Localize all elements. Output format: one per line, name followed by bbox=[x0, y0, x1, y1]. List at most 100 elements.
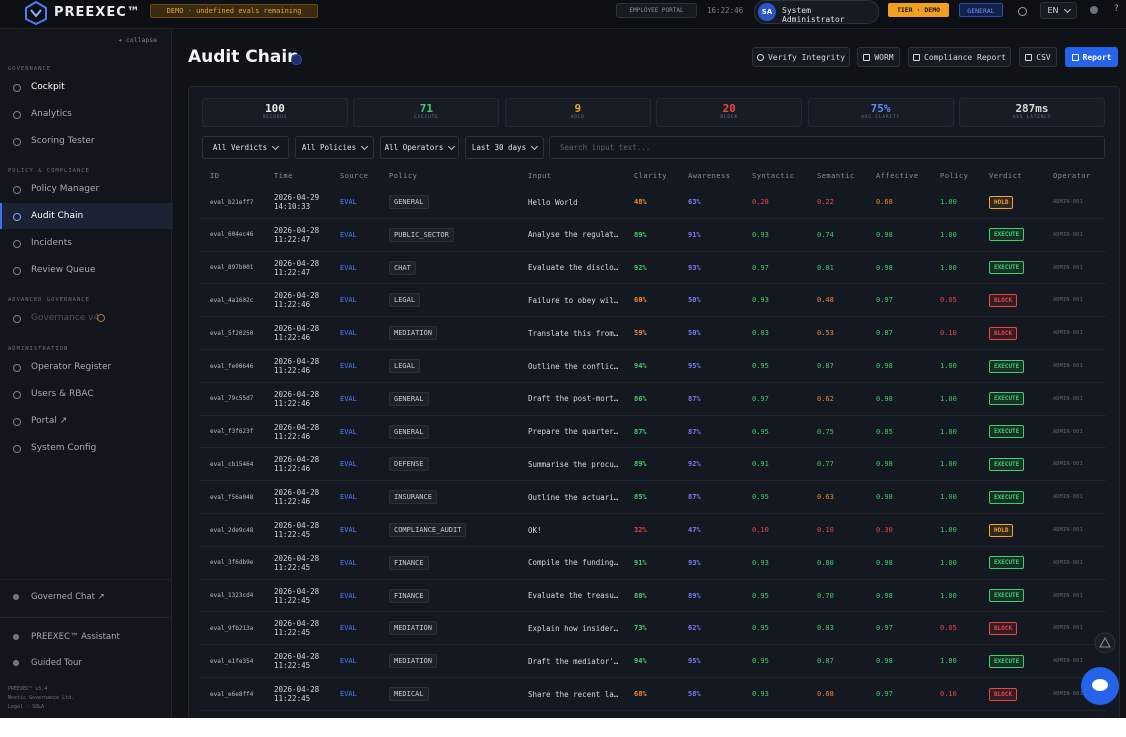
search-input[interactable]: Search input text... bbox=[549, 136, 1105, 159]
nav-item[interactable]: Incidents bbox=[31, 238, 72, 248]
nav-item[interactable]: Governance v4 bbox=[31, 313, 100, 323]
filter-select[interactable]: All Verdicts bbox=[202, 136, 289, 159]
nav-item[interactable]: Review Queue bbox=[31, 265, 96, 275]
status-icon bbox=[1090, 6, 1098, 14]
cell-text: 0.62 bbox=[817, 394, 834, 403]
employee-portal-button[interactable]: EMPLOYEE PORTAL bbox=[616, 3, 697, 18]
user-pill[interactable]: SA System Administrator bbox=[754, 0, 879, 24]
nav-icon bbox=[13, 315, 21, 323]
table-cell: 2026-04-28 11:22:46 bbox=[274, 416, 322, 448]
cell-text: 0.97 bbox=[876, 296, 893, 305]
table-cell: 0.87 bbox=[876, 317, 893, 349]
table-cell: 0.97 bbox=[752, 252, 769, 284]
nav-icon bbox=[13, 111, 21, 119]
table-cell: EXECUTE bbox=[989, 481, 1025, 513]
stat-value: 9 bbox=[574, 102, 582, 115]
table-cell: 0.91 bbox=[752, 448, 769, 480]
cell-text: ADMIN-001 bbox=[1053, 559, 1083, 566]
nav-item[interactable]: Analytics bbox=[31, 109, 72, 119]
help[interactable]: ? bbox=[1114, 4, 1119, 14]
language-select[interactable]: EN bbox=[1040, 2, 1077, 19]
table-cell: 2026-04-28 11:22:47 bbox=[274, 219, 322, 251]
nav-item[interactable]: Audit Chain bbox=[31, 211, 84, 221]
filter-select[interactable]: All Policies bbox=[295, 136, 374, 159]
table-cell: eval_4a1602c bbox=[210, 284, 253, 316]
table-cell: eval_e6e8ff4 bbox=[210, 678, 253, 710]
cell-text: 95% bbox=[688, 362, 701, 370]
table-cell: EVAL bbox=[340, 284, 357, 316]
table-row[interactable]: eval_9fb213a 2026-04-28 11:22:45 EVAL MEDIA… bbox=[200, 612, 1106, 646]
action-button[interactable]: CSV bbox=[1019, 47, 1057, 67]
cell-text: EVAL bbox=[340, 296, 357, 305]
verdict-badge: EXECUTE bbox=[989, 589, 1025, 603]
table-row[interactable]: eval_604ec46 2026-04-28 11:22:47 EVAL PUBLI… bbox=[200, 219, 1106, 252]
cell-text: ADMIN-001 bbox=[1053, 658, 1083, 665]
table-cell: 0.95 bbox=[752, 612, 769, 644]
cell-text: Prepare the quarter… bbox=[528, 427, 619, 437]
nav-item[interactable]: Governed Chat ↗ bbox=[31, 592, 105, 602]
table-row[interactable]: eval_79c55d7 2026-04-28 11:22:46 EVAL GENER… bbox=[200, 383, 1106, 416]
action-button[interactable]: Compliance Report bbox=[908, 47, 1011, 67]
nav-item[interactable]: Scoring Tester bbox=[31, 136, 95, 146]
cell-text: 0.30 bbox=[876, 526, 893, 534]
table-cell: 0.98 bbox=[876, 580, 893, 612]
stat-card: 20 BLOCK bbox=[656, 98, 803, 127]
column-header: Awareness bbox=[688, 172, 731, 180]
stat-value: 287ms bbox=[1015, 102, 1049, 115]
nav-item[interactable]: Operator Register bbox=[31, 362, 112, 372]
footer-text: Noetic Governance Ltd. bbox=[8, 695, 75, 701]
table-row[interactable]: eval_f3f623f 2026-04-28 11:22:46 EVAL GENER… bbox=[200, 416, 1106, 449]
alert-button[interactable] bbox=[1094, 632, 1116, 654]
nav-item[interactable]: Policy Manager bbox=[31, 184, 100, 194]
action-button[interactable]: Verify Integrity bbox=[752, 47, 850, 67]
table-cell: Summarise the procu… bbox=[528, 448, 618, 480]
column-header: Operator bbox=[1053, 172, 1091, 180]
audit-panel bbox=[188, 86, 1120, 718]
info-icon[interactable] bbox=[291, 54, 302, 65]
table-row[interactable]: eval_5f20250 2026-04-28 11:22:46 EVAL MEDIA… bbox=[200, 317, 1106, 350]
table-row[interactable]: eval_e1fe354 2026-04-28 11:22:45 EVAL MEDIA… bbox=[200, 645, 1106, 678]
table-cell: Outline the conflic… bbox=[528, 350, 618, 382]
table-row[interactable]: eval_3f6db9e 2026-04-28 11:22:45 EVAL FINAN… bbox=[200, 547, 1106, 580]
cell-text: eval_cb15464 bbox=[210, 460, 254, 468]
cell-text: 0.98 bbox=[876, 558, 893, 567]
table-cell: 60% bbox=[634, 284, 647, 316]
nav-item[interactable]: Guided Tour bbox=[31, 658, 82, 668]
cell-text: 0.28 bbox=[752, 198, 769, 206]
chat-button[interactable] bbox=[1080, 666, 1120, 706]
table-row[interactable]: eval_b21eff7 2026-04-29 14:10:33 EVAL GENER… bbox=[200, 186, 1106, 219]
action-button[interactable]: Report bbox=[1065, 47, 1118, 67]
table-cell: 2026-04-28 11:22:45 bbox=[274, 547, 322, 579]
table-row[interactable]: eval_e6e8ff4 2026-04-28 11:22:45 EVAL MEDIC… bbox=[200, 678, 1106, 711]
filter-select[interactable]: Last 30 days bbox=[465, 136, 544, 159]
table-cell: Prepare the quarter… bbox=[528, 416, 618, 448]
table-row[interactable]: eval_4a1602c 2026-04-28 11:22:46 EVAL LEGAL… bbox=[200, 284, 1106, 318]
table-cell: 0.68 bbox=[817, 678, 834, 710]
cell-text: Compile the funding… bbox=[528, 558, 619, 568]
table-cell: 1.00 bbox=[940, 416, 957, 448]
table-cell: eval_fe00646 bbox=[210, 350, 253, 382]
footer-text: Legal · SOLA bbox=[8, 704, 45, 710]
table-row[interactable]: eval_cb15464 2026-04-28 11:22:46 EVAL DEFEN… bbox=[200, 448, 1106, 482]
table-cell: ADMIN-001 bbox=[1053, 186, 1083, 218]
table-row[interactable]: eval_f56a048 2026-04-28 11:22:46 EVAL INSUR… bbox=[200, 481, 1106, 514]
table-cell: EVAL bbox=[340, 252, 357, 284]
action-button[interactable]: WORM bbox=[857, 47, 900, 67]
filter-select[interactable]: All Operators bbox=[380, 136, 459, 159]
table-row[interactable]: eval_1323cd4 2026-04-28 11:22:45 EVAL FINAN… bbox=[200, 580, 1106, 613]
nav-item[interactable]: PREEXEC™ Assistant bbox=[31, 632, 120, 642]
table-row[interactable]: eval_897b001 2026-04-28 11:22:47 EVAL CHAT E… bbox=[200, 252, 1106, 285]
table-cell: ADMIN-001 bbox=[1053, 219, 1083, 251]
cell-text: ADMIN-001 bbox=[1053, 494, 1083, 501]
table-cell: 32% bbox=[634, 514, 647, 546]
table-cell: 2026-04-28 11:22:45 bbox=[274, 514, 322, 546]
nav-item[interactable]: Cockpit bbox=[31, 82, 65, 92]
nav-item[interactable]: System Config bbox=[31, 443, 97, 453]
table-cell: 91% bbox=[688, 219, 701, 251]
theme-toggle[interactable] bbox=[1018, 7, 1027, 16]
nav-item[interactable]: Portal ↗ bbox=[31, 416, 68, 426]
table-row[interactable]: eval_2de9c48 2026-04-28 11:22:45 EVAL COMPL… bbox=[200, 514, 1106, 547]
nav-item[interactable]: Users & RBAC bbox=[31, 389, 94, 399]
table-row[interactable]: eval_fe00646 2026-04-28 11:22:46 EVAL LEGAL… bbox=[200, 350, 1106, 383]
collapse-button[interactable]: ◂ collapse bbox=[118, 36, 158, 44]
